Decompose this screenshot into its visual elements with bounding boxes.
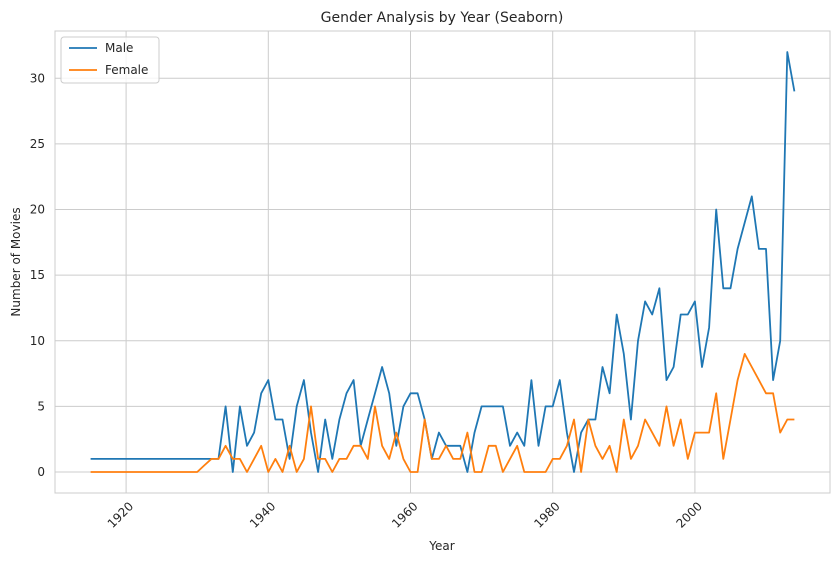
legend-label-male: Male — [105, 41, 133, 55]
y-tick-label: 0 — [37, 465, 45, 479]
y-tick-label: 10 — [30, 334, 45, 348]
y-tick-label: 5 — [37, 399, 45, 413]
x-grid — [125, 31, 696, 493]
y-tick-label: 25 — [30, 137, 45, 151]
series-line-female — [90, 352, 795, 473]
y-tick-label: 30 — [30, 71, 45, 85]
chart-title: Gender Analysis by Year (Seaborn) — [321, 10, 564, 26]
series-line-male — [90, 51, 796, 473]
y-tick-label: 20 — [30, 203, 45, 217]
series-lines — [90, 51, 796, 473]
legend: Male Female — [60, 36, 160, 84]
y-axis-label: Number of Movies — [9, 207, 23, 316]
x-axis-label: Year — [428, 539, 454, 553]
y-tick-label: 15 — [30, 268, 45, 282]
y-tick-labels: 0 5 10 15 20 25 30 — [30, 71, 45, 479]
legend-label-female: Female — [105, 63, 148, 77]
plot-area — [54, 30, 831, 494]
